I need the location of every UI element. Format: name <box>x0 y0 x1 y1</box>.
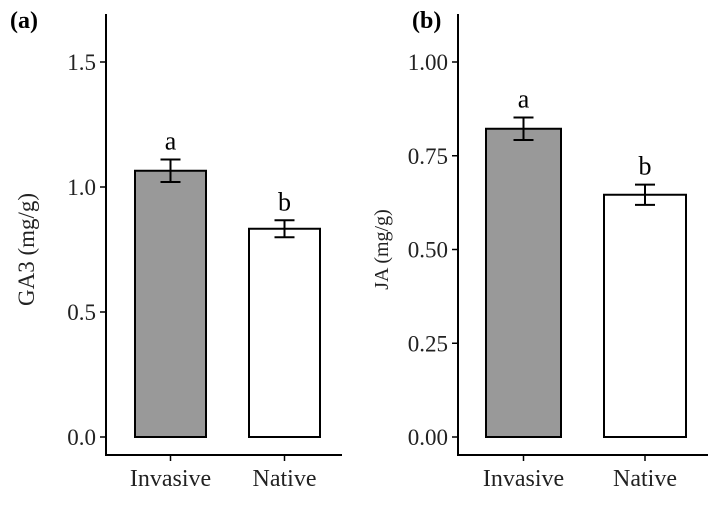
x-tick-label: Invasive <box>130 466 211 492</box>
x-tick-label: Native <box>253 466 317 492</box>
y-tick-label: 0.75 <box>408 144 448 169</box>
panel-a: (a) 0.0 0.5 1.0 1.5 GA3 (mg/g) a Invasive b Nativ… <box>10 8 342 492</box>
bar-invasive <box>134 169 207 438</box>
significance-letter: b <box>639 152 652 181</box>
x-tick-label: Native <box>613 466 677 492</box>
significance-letter: b <box>278 187 291 216</box>
y-tick-label: 1.5 <box>67 50 96 75</box>
bar-native <box>248 227 321 438</box>
y-tick-label: 0.25 <box>408 331 448 356</box>
y-tick-label: 0.5 <box>67 300 96 325</box>
significance-letter: a <box>518 85 530 114</box>
y-tick-label: 1.00 <box>408 50 448 75</box>
y-tick-label: 0.50 <box>408 238 448 263</box>
y-tick-label: 1.0 <box>67 175 96 200</box>
x-tick-label: Invasive <box>483 466 564 492</box>
panel-b: (b) 0.00 0.25 0.50 0.75 1.00 JA (mg/g) a Invasiv… <box>371 8 708 492</box>
y-tick-label: 0.00 <box>408 425 448 450</box>
bar-native <box>603 193 687 438</box>
y-tick-label: 0.0 <box>67 425 96 450</box>
panel-label: (b) <box>412 8 441 34</box>
y-axis-title: JA (mg/g) <box>371 209 393 290</box>
panel-label: (a) <box>10 8 38 34</box>
significance-letter: a <box>165 127 177 156</box>
bar-invasive <box>485 127 562 438</box>
y-axis-title: GA3 (mg/g) <box>14 193 39 306</box>
